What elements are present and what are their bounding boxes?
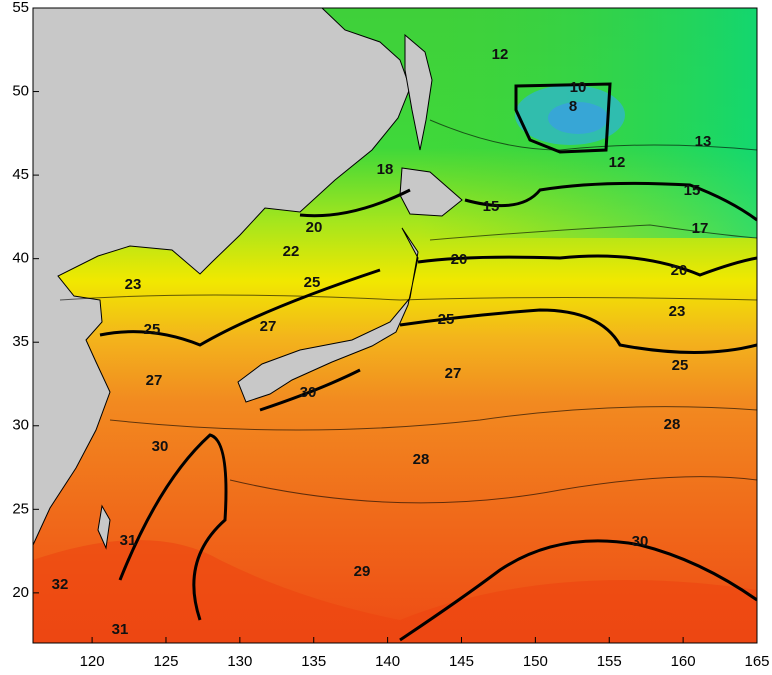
contour-label: 23 [669,303,686,320]
x-tick-label: 125 [153,653,178,670]
contour-label: 8 [569,98,577,115]
contour-label: 30 [300,384,317,401]
x-tick-label: 145 [449,653,474,670]
contour-label: 27 [146,372,163,389]
contour-label: 30 [632,533,649,550]
contour-label: 15 [684,182,701,199]
y-tick-label: 40 [12,250,29,267]
x-tick-label: 150 [523,653,548,670]
contour-label: 25 [144,321,161,338]
plot-frame [32,7,758,644]
contour-label: 27 [260,318,277,335]
y-tick-label: 25 [12,500,29,517]
contour-label: 18 [377,161,394,178]
y-tick-label: 45 [12,166,29,183]
x-tick-label: 160 [671,653,696,670]
contour-label: 31 [112,621,129,638]
contour-label: 32 [52,576,69,593]
contour-label: 20 [451,251,468,268]
y-tick-label: 35 [12,333,29,350]
y-tick-label: 20 [12,584,29,601]
contour-label: 15 [483,198,500,215]
x-tick-label: 155 [597,653,622,670]
x-tick-label: 135 [301,653,326,670]
contour-label: 28 [664,416,681,433]
contour-label: 25 [672,357,689,374]
contour-label: 12 [492,46,509,63]
y-tick-label: 55 [12,0,29,16]
contour-label: 20 [306,219,323,236]
sst-field [33,8,757,643]
contour-label: 22 [283,243,300,260]
contour-label: 12 [609,154,626,171]
contour-label: 13 [695,133,712,150]
contour-label: 25 [438,311,455,328]
contour-label: 20 [671,262,688,279]
x-tick-label: 120 [80,653,105,670]
contour-label: 10 [570,79,587,96]
x-tick-label: 165 [744,653,769,670]
contour-label: 25 [304,274,321,291]
contour-label: 23 [125,276,142,293]
contour-label: 31 [120,532,137,549]
contour-label: 27 [445,365,462,382]
y-tick-label: 50 [12,83,29,100]
contour-label: 30 [152,438,169,455]
contour-label: 29 [354,563,371,580]
contour-label: 28 [413,451,430,468]
annotations: 120 125 130 135 140 145 150 155 160 165 20 25 30 35 40… [12,0,769,670]
x-tick-label: 140 [375,653,400,670]
x-tick-label: 130 [227,653,252,670]
contour-label: 17 [692,220,709,237]
y-tick-label: 30 [12,417,29,434]
